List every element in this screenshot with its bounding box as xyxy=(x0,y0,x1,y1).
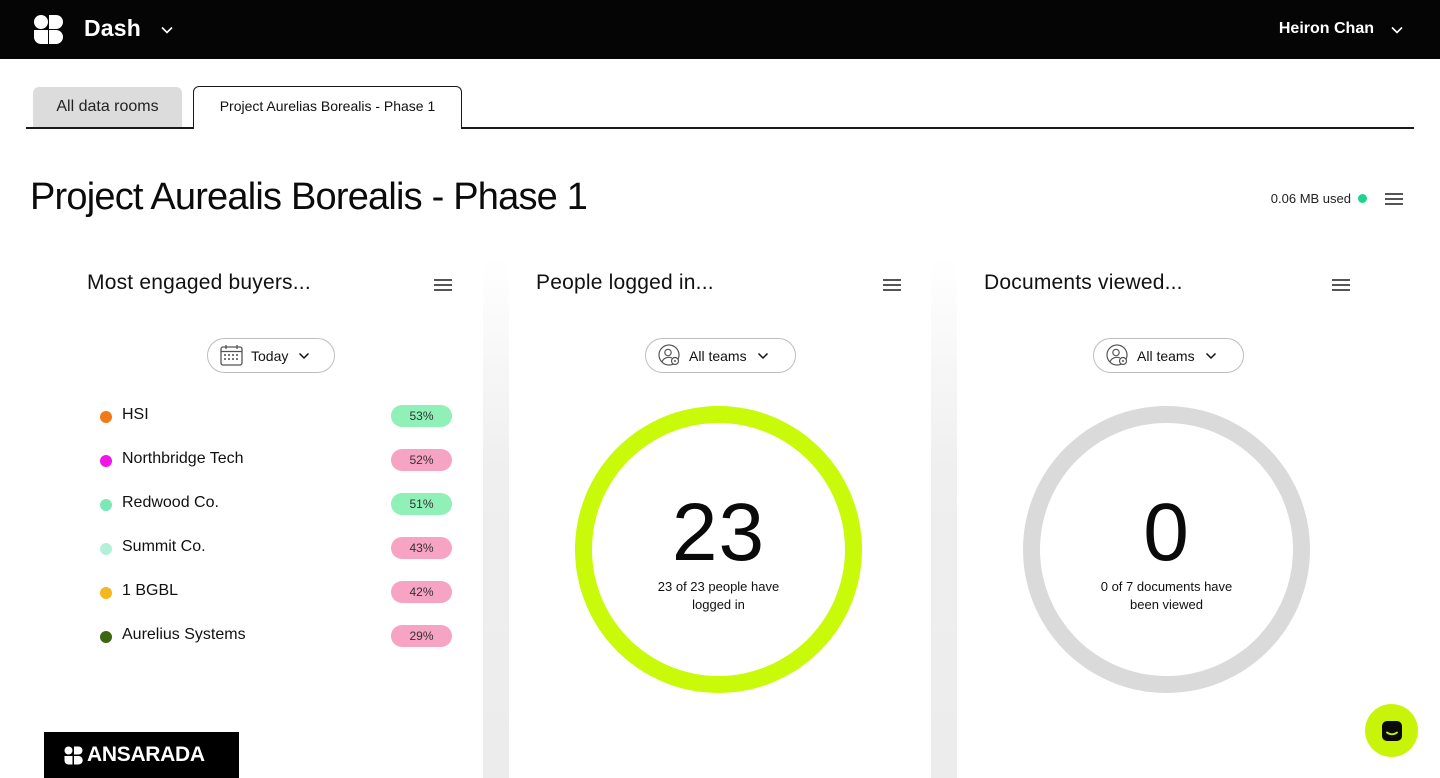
buyer-color-dot xyxy=(100,499,112,511)
chevron-down-icon xyxy=(1205,352,1216,359)
ring-inner xyxy=(1040,423,1293,676)
buyer-name: Summit Co. xyxy=(122,538,206,555)
buyer-color-dot xyxy=(100,587,112,599)
logins-caption-line2: logged in xyxy=(692,597,745,612)
ansarada-mark-icon xyxy=(64,746,83,764)
documents-caption-line2: been viewed xyxy=(1130,597,1203,612)
buyer-engagement-badge: 42% xyxy=(391,581,452,603)
page-menu-icon[interactable] xyxy=(1385,192,1403,206)
logins-count: 23 xyxy=(671,487,766,578)
buyer-name: 1 BGBL xyxy=(122,582,179,599)
buyer-engagement-badge: 43% xyxy=(391,537,452,559)
buyer-color-dot xyxy=(100,411,112,423)
app-switcher-label[interactable]: Dash xyxy=(84,15,142,41)
team-filter-label: All teams xyxy=(689,347,747,364)
ring-inner xyxy=(592,423,845,676)
ansarada-logo: ANSARADA xyxy=(44,732,239,778)
team-filter-button[interactable]: All teams xyxy=(645,338,796,373)
panel-title: Documents viewed... xyxy=(984,271,1183,294)
panel-gutter xyxy=(483,258,509,778)
buyer-row[interactable]: Summit Co. 43% xyxy=(87,536,457,560)
team-filter-button[interactable]: All teams xyxy=(1093,338,1244,373)
ansarada-brand-text: ANSARADA xyxy=(87,743,205,766)
chat-launcher-button[interactable] xyxy=(1365,704,1418,757)
panel-title: Most engaged buyers... xyxy=(87,271,311,294)
buyer-name: Northbridge Tech xyxy=(122,450,244,467)
buyer-color-dot xyxy=(100,543,112,555)
panel-gutter xyxy=(931,258,957,778)
buyer-name: Aurelius Systems xyxy=(122,626,246,643)
team-settings-icon xyxy=(658,344,680,366)
buyer-row[interactable]: 1 BGBL 42% xyxy=(87,580,457,604)
date-filter-button[interactable]: Today xyxy=(207,338,335,373)
logins-panel: People logged in... All teams 23 23 of 2… xyxy=(509,258,931,778)
panel-menu-icon[interactable] xyxy=(883,278,901,292)
buyer-name: HSI xyxy=(122,406,149,423)
buyers-panel: Most engaged buyers... Today HSI 53% North… xyxy=(87,258,457,778)
top-bar: Dash Heiron Chan xyxy=(0,0,1440,59)
user-menu-name[interactable]: Heiron Chan xyxy=(1278,20,1374,37)
logins-progress-ring: 23 23 of 23 people have logged in xyxy=(575,406,862,693)
chevron-down-icon xyxy=(757,352,768,359)
logins-caption-line1: 23 of 23 people have xyxy=(657,579,780,594)
buyer-color-dot xyxy=(100,631,112,643)
documents-progress-ring: 0 0 of 7 documents have been viewed xyxy=(1023,406,1310,693)
buyer-color-dot xyxy=(100,455,112,467)
buyer-engagement-badge: 29% xyxy=(391,625,452,647)
chevron-down-icon xyxy=(299,352,310,359)
buyer-row[interactable]: Northbridge Tech 52% xyxy=(87,448,457,472)
dash-logo-icon[interactable] xyxy=(33,14,64,45)
team-filter-label: All teams xyxy=(1137,347,1195,364)
date-filter-label: Today xyxy=(251,347,289,364)
calendar-icon xyxy=(220,345,243,366)
tab-bar-divider xyxy=(26,127,1414,129)
tab-project[interactable]: Project Aurelias Borealis - Phase 1 xyxy=(193,86,462,129)
documents-caption-line1: 0 of 7 documents have xyxy=(1100,579,1233,594)
buyer-row[interactable]: Redwood Co. 51% xyxy=(87,492,457,516)
buyer-name: Redwood Co. xyxy=(122,494,219,511)
buyer-row[interactable]: HSI 53% xyxy=(87,404,457,428)
team-settings-icon xyxy=(1106,344,1128,366)
storage-status-dot xyxy=(1358,194,1367,203)
buyer-row[interactable]: Aurelius Systems 29% xyxy=(87,624,457,648)
panel-title: People logged in... xyxy=(536,271,714,294)
documents-panel: Documents viewed... All teams 0 0 of 7 d… xyxy=(957,258,1397,778)
buyer-engagement-badge: 52% xyxy=(391,449,452,471)
chevron-down-icon[interactable] xyxy=(1390,23,1404,37)
buyer-engagement-badge: 53% xyxy=(391,405,452,427)
chat-icon xyxy=(1381,720,1402,741)
tab-all-data-rooms[interactable]: All data rooms xyxy=(33,87,182,127)
buyer-engagement-badge: 51% xyxy=(391,493,452,515)
documents-count: 0 xyxy=(1143,487,1190,578)
storage-usage: 0.06 MB used xyxy=(1270,191,1351,206)
panel-menu-icon[interactable] xyxy=(1332,278,1350,292)
chevron-down-icon[interactable] xyxy=(160,23,174,37)
panel-menu-icon[interactable] xyxy=(434,278,452,292)
page-title: Project Aurealis Borealis - Phase 1 xyxy=(30,176,588,218)
